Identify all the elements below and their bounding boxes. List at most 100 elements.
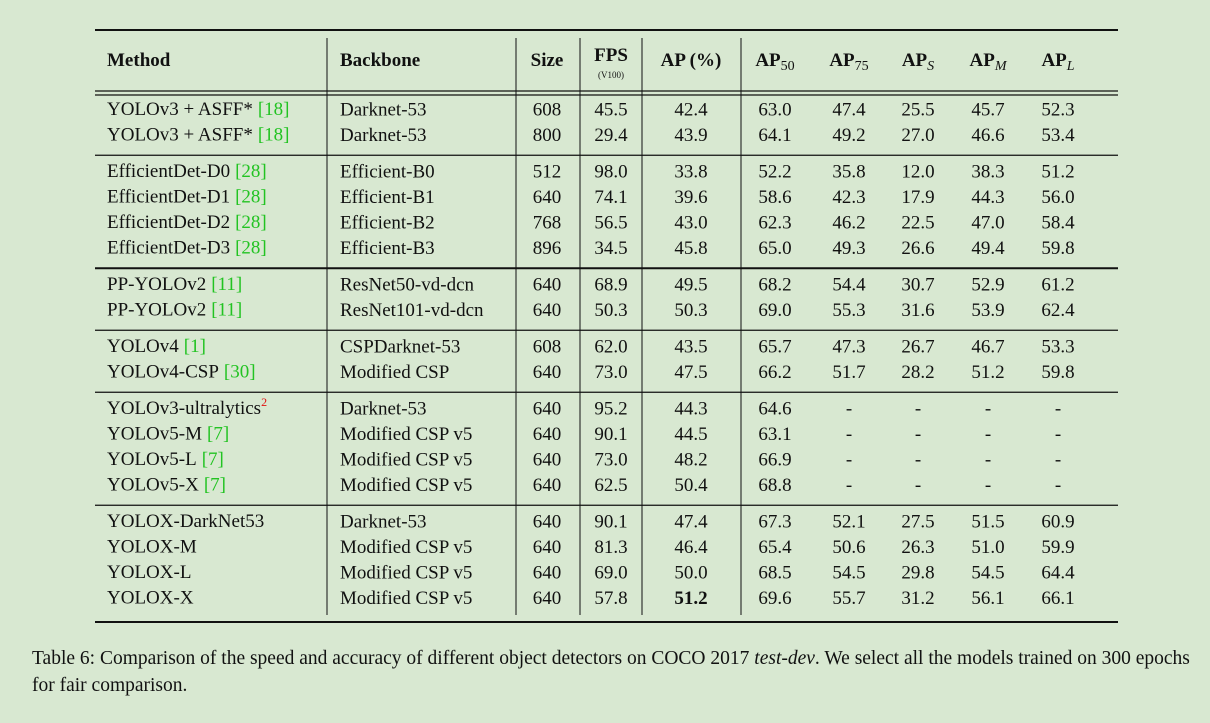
value-cell: 640 — [533, 511, 562, 532]
value-cell: 49.4 — [971, 238, 1005, 259]
value-cell: 640 — [533, 475, 562, 496]
value-cell: 66.9 — [758, 449, 791, 470]
value-cell: 39.6 — [674, 187, 707, 208]
backbone-cell: Darknet-53 — [340, 99, 427, 120]
value-cell: 35.8 — [832, 161, 865, 182]
value-cell: 52.9 — [971, 274, 1004, 295]
method-cell: YOLOX-X — [107, 588, 194, 609]
method: YOLOv3-ultralytics — [107, 398, 261, 419]
citation: [30] — [224, 362, 256, 383]
citation: [11] — [211, 300, 242, 321]
method-cell: YOLOX-M — [107, 537, 197, 558]
value-cell: 58.6 — [758, 187, 791, 208]
value-cell: 64.1 — [758, 125, 791, 146]
value-cell: - — [846, 398, 852, 419]
method-cell: YOLOv3 + ASFF* [18] — [107, 125, 290, 146]
caption-text: Comparison of the speed and accuracy of … — [99, 648, 750, 669]
method-cell: YOLOv5-X [7] — [107, 475, 226, 496]
value-cell: 61.2 — [1041, 274, 1074, 295]
value-cell: 33.8 — [674, 161, 707, 182]
method: EfficientDet-D1 — [107, 187, 230, 208]
method-cell: YOLOv3 + ASFF* [18] — [107, 99, 290, 120]
value-cell: 81.3 — [594, 537, 627, 558]
value-cell: 53.3 — [1041, 336, 1074, 357]
value-cell: 98.0 — [594, 161, 627, 182]
method-cell: YOLOX-DarkNet53 — [107, 511, 264, 532]
method: YOLOX-L — [107, 562, 191, 583]
value-cell: 53.4 — [1041, 125, 1075, 146]
value-cell: 47.5 — [674, 362, 707, 383]
header-text: Backbone — [340, 50, 420, 71]
value-cell: 640 — [533, 562, 562, 583]
method: YOLOv4-CSP — [107, 362, 219, 383]
value-cell: 768 — [533, 212, 562, 233]
value-cell: 47.3 — [832, 336, 865, 357]
value-cell: - — [1055, 424, 1061, 445]
value-cell: 25.5 — [901, 99, 934, 120]
value-cell: 640 — [533, 537, 562, 558]
backbone-cell: Modified CSP v5 — [340, 562, 472, 583]
value-cell: - — [985, 398, 991, 419]
value-cell: 56.5 — [594, 212, 627, 233]
citation: [1] — [184, 336, 206, 357]
backbone-cell: Darknet-53 — [340, 398, 427, 419]
value-cell: 58.4 — [1041, 212, 1075, 233]
value-cell: 63.1 — [758, 424, 791, 445]
value-cell: 65.0 — [758, 238, 791, 259]
method-cell: YOLOv4-CSP [30] — [107, 362, 256, 383]
value-cell: 50.6 — [832, 537, 865, 558]
value-cell: 90.1 — [594, 424, 627, 445]
backbone-cell: Modified CSP — [340, 362, 449, 383]
value-cell: 52.2 — [758, 161, 791, 182]
value-cell: 51.2 — [971, 362, 1004, 383]
value-cell: 45.8 — [674, 238, 707, 259]
value-cell: 31.2 — [901, 588, 934, 609]
method-cell: EfficientDet-D0 [28] — [107, 161, 267, 182]
value-cell: 50.3 — [674, 300, 707, 321]
value-cell: 50.4 — [674, 475, 708, 496]
value-cell: - — [846, 449, 852, 470]
value-cell: 73.0 — [594, 362, 627, 383]
value-cell: 640 — [533, 274, 562, 295]
citation: [18] — [258, 125, 290, 146]
value-cell: 640 — [533, 187, 562, 208]
header-sub: S — [927, 59, 934, 74]
value-cell: 46.7 — [971, 336, 1004, 357]
header-cell: Size — [531, 50, 564, 71]
method: YOLOX-X — [107, 588, 194, 609]
method: YOLOv4 — [107, 336, 179, 357]
value-cell: 46.2 — [832, 212, 865, 233]
value-cell: 43.0 — [674, 212, 707, 233]
value-cell: 29.8 — [901, 562, 934, 583]
header-sub: M — [994, 59, 1008, 74]
citation: [28] — [235, 212, 267, 233]
value-cell: 49.3 — [832, 238, 865, 259]
value-cell: 62.3 — [758, 212, 791, 233]
value-cell: 62.5 — [594, 475, 627, 496]
header-cell: AP75 — [829, 50, 868, 74]
header-text: AP (%) — [661, 50, 722, 71]
header-text: AP — [902, 50, 928, 71]
footnote-mark: 2 — [261, 395, 267, 409]
header-cell: Method — [107, 50, 171, 71]
value-cell: 47.0 — [971, 212, 1004, 233]
value-cell: 54.4 — [832, 274, 866, 295]
method-cell: PP-YOLOv2 [11] — [107, 274, 242, 295]
value-cell: 26.7 — [901, 336, 934, 357]
header-text: AP — [755, 50, 781, 71]
header-cell: APS — [902, 50, 934, 74]
value-cell: - — [915, 475, 921, 496]
value-cell: 69.0 — [594, 562, 627, 583]
value-cell: 46.6 — [971, 125, 1004, 146]
method: EfficientDet-D3 — [107, 238, 230, 259]
method-cell: EfficientDet-D3 [28] — [107, 238, 267, 259]
backbone-cell: Efficient-B1 — [340, 187, 435, 208]
value-cell: 50.0 — [674, 562, 707, 583]
method: PP-YOLOv2 — [107, 300, 206, 321]
method-cell: YOLOv5-M [7] — [107, 424, 229, 445]
method-cell: PP-YOLOv2 [11] — [107, 300, 242, 321]
method-cell: YOLOv4 [1] — [107, 336, 206, 357]
method: EfficientDet-D2 — [107, 212, 230, 233]
value-cell: 640 — [533, 588, 562, 609]
value-cell: 28.2 — [901, 362, 934, 383]
